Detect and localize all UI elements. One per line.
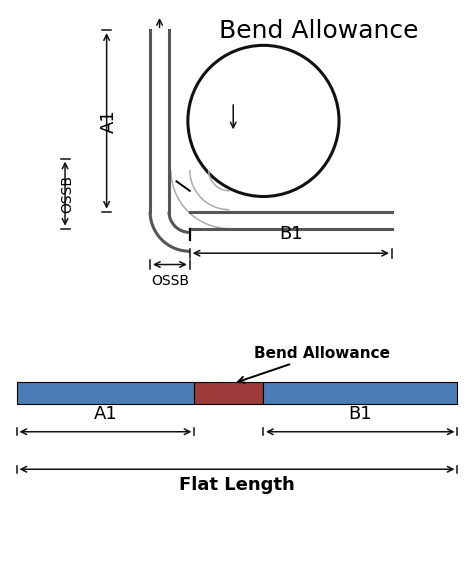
Text: A1: A1 (93, 405, 118, 423)
Text: Flat Length: Flat Length (179, 476, 295, 494)
Text: OSSB: OSSB (151, 274, 189, 288)
Text: OSSB: OSSB (60, 175, 74, 213)
Text: B1: B1 (279, 224, 303, 243)
Text: A1: A1 (100, 109, 118, 133)
Text: Bend Allowance: Bend Allowance (219, 19, 419, 43)
Bar (194, 382, 263, 404)
Text: B1: B1 (348, 405, 372, 423)
Bar (263, 382, 457, 404)
Bar (17, 382, 194, 404)
Text: Bend Allowance: Bend Allowance (238, 346, 390, 383)
